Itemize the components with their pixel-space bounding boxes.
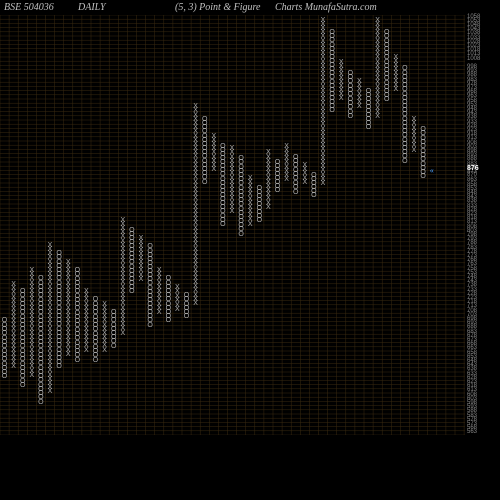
pf-x-column: XXXXXXXXX <box>391 54 400 90</box>
pf-x-column: XXXXXXXXXXXXXX <box>264 149 273 208</box>
pf-x-column: XXXXXXX <box>355 78 364 107</box>
pf-o-column: OOOOOOOOOOOO <box>419 126 428 178</box>
pf-o-column: OOOOOOOOOOOOOOOOOOOOOO <box>73 267 82 361</box>
pf-x-column: XXXXXXXXXXX <box>155 267 164 313</box>
pf-o-column: OOOOOOOOOOOOOOOOOOOOOOOOOOOOOO <box>36 275 45 403</box>
source-label: Charts MunafaSutra.com <box>275 2 377 13</box>
chart-header: BSE 504036 DAILY (5, 3) Point & Figure C… <box>0 2 500 16</box>
pf-x-column: XXXXXXXXXXX <box>137 235 146 280</box>
pf-x-column: XXXXXXXXXXXX <box>100 301 109 351</box>
pf-x-column: XXXXXXXXXXXXXXXXXXXXXXXXXXXXXXXXXXXXXXXX <box>319 17 328 185</box>
pf-o-column: OOOOOOOOOOOOOOOOO <box>382 29 391 100</box>
pf-o-column: OOOOOOOOO <box>255 185 264 221</box>
pf-o-column: OOOOOO <box>309 172 318 196</box>
pf-x-column: XXXXXXXXXXXXXXXXXXXXXXXXXXXX <box>118 217 127 335</box>
pf-o-column: OOOOOOOOOOOOOOOOOOOOOOOOOOOO <box>55 250 64 368</box>
pf-x-column: XXXXXXXXXXXXXXX <box>82 288 91 351</box>
pf-o-column: OOOOOOOO <box>273 159 282 191</box>
pf-o-column: OOOOOOOOOOOOOOOOOOOOOOO <box>400 65 409 162</box>
ticker-label: BSE 504036 <box>4 2 54 13</box>
pf-x-column: XXXXXXXXXXXXXXXXXXXXX <box>9 281 18 368</box>
pf-o-column: OOOOOOOOOOOOOOOOOOO <box>237 155 246 235</box>
pf-x-column: XXXXXXXXXX <box>337 59 346 99</box>
y-tick-label: 563 <box>467 429 477 435</box>
pf-x-column: XXXXX <box>300 162 309 183</box>
pf-o-column: OOOOOOOOOOOOOOOOOOOOOOO <box>18 288 27 386</box>
pf-o-column: OOOOOOOOOO <box>364 88 373 128</box>
params-label: (5, 3) Point & Figure <box>175 2 260 13</box>
pf-x-column: XXXXXXXXX <box>209 133 218 171</box>
pf-x-column: XXXXXXXXXXXXXXXX <box>228 145 237 212</box>
pf-x-column: XXXXXXXXX <box>282 143 291 181</box>
y-highlight-label: 876 <box>467 166 479 172</box>
pf-o-column: OOOOOOOOOOOOOOOO <box>127 227 136 293</box>
pf-o-column: OOOOOOOOOOO <box>346 70 355 118</box>
pf-o-column: OOOOOOOOO <box>109 309 118 347</box>
y-tick-label: 1008 <box>467 56 480 62</box>
pf-o-column: OOOOOOOOOOOOOOOO <box>200 116 209 183</box>
pf-x-column: XXXXXXXX <box>410 116 419 151</box>
pf-o-column: OOOOOO <box>182 292 191 317</box>
current-price-marker: « <box>430 166 434 175</box>
pf-x-column: XXXXXXXXXXXXXXXXXXXXXXXX <box>373 17 382 118</box>
pf-x-column: XXXXXXXXXXXXXXXXXXXXXXXXXXXXXXXXXXXXXXXX… <box>191 103 200 305</box>
pf-o-column: OOOOOOOOO <box>291 154 300 193</box>
pf-x-column: XXXXXX <box>173 284 182 311</box>
pf-x-column: XXXXXXXXXXXX <box>246 175 255 225</box>
chart-plot-area: OOOOOOOOOOOOOOXXXXXXXXXXXXXXXXXXXXXOOOOO… <box>0 15 465 435</box>
pf-o-column: OOOOOOOOOOO <box>164 275 173 321</box>
pf-x-column: XXXXXXXXXXXXXXXXXXXXXXXXXXXXXXXXXXXX <box>46 242 55 393</box>
pf-x-column: XXXXXXXXXXXXXXXXXXXXXXX <box>64 259 73 356</box>
y-axis: 1058105310481043103810331028102310181013… <box>465 15 500 435</box>
pf-o-column: OOOOOOOOOOOOOOOOOOOO <box>146 243 155 325</box>
pf-o-column: OOOOOOOOOOOOOOO <box>91 296 100 361</box>
pf-o-column: OOOOOOOOOOOOOO <box>0 317 9 377</box>
pf-o-column: OOOOOOOOOOOOOOOOOOOO <box>328 29 337 111</box>
period-label: DAILY <box>78 2 106 13</box>
pf-x-column: XXXXXXXXXXXXXXXXXXXXXXXXXX <box>27 267 36 376</box>
pf-o-column: OOOOOOOOOOOOOOOOOOOO <box>218 143 227 225</box>
